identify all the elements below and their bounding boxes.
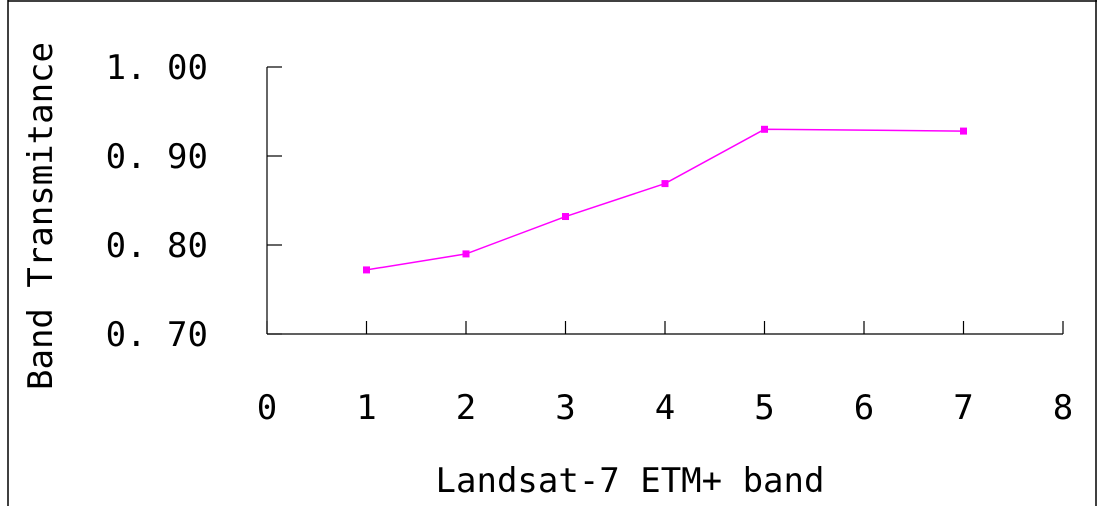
data-point (462, 250, 470, 258)
chart-frame (7, 0, 1097, 506)
x-tick-label: 0 (257, 388, 277, 428)
series-line (366, 128, 964, 271)
x-tick-label: 4 (655, 388, 675, 428)
y-axis (266, 66, 282, 335)
x-axis-title: Landsat-7 ETM+ band (436, 461, 825, 501)
y-tick-label: 0. 70 (106, 315, 208, 355)
series-group (363, 125, 967, 274)
x-tick-label: 6 (854, 388, 874, 428)
data-point (363, 266, 370, 274)
data-point (960, 127, 967, 135)
y-tick-label: 1. 00 (106, 48, 208, 88)
data-point (661, 180, 669, 188)
x-tick-label: 2 (456, 388, 476, 428)
y-axis-title: Band Transmitance (21, 42, 61, 390)
data-point (761, 125, 768, 133)
y-tick-label: 0. 90 (106, 137, 208, 177)
x-tick-label: 8 (1053, 388, 1073, 428)
x-axis (266, 321, 1064, 335)
y-tick-labels: 0. 70 0. 80 0. 90 1. 00 (106, 48, 208, 355)
x-tick-label: 7 (953, 388, 973, 428)
x-tick-labels: 0 1 2 3 4 5 6 7 8 (257, 388, 1073, 428)
x-tick-label: 1 (356, 388, 376, 428)
y-tick-label: 0. 80 (106, 226, 208, 266)
x-tick-label: 3 (555, 388, 575, 428)
data-point (562, 213, 569, 221)
x-tick-label: 5 (754, 388, 774, 428)
